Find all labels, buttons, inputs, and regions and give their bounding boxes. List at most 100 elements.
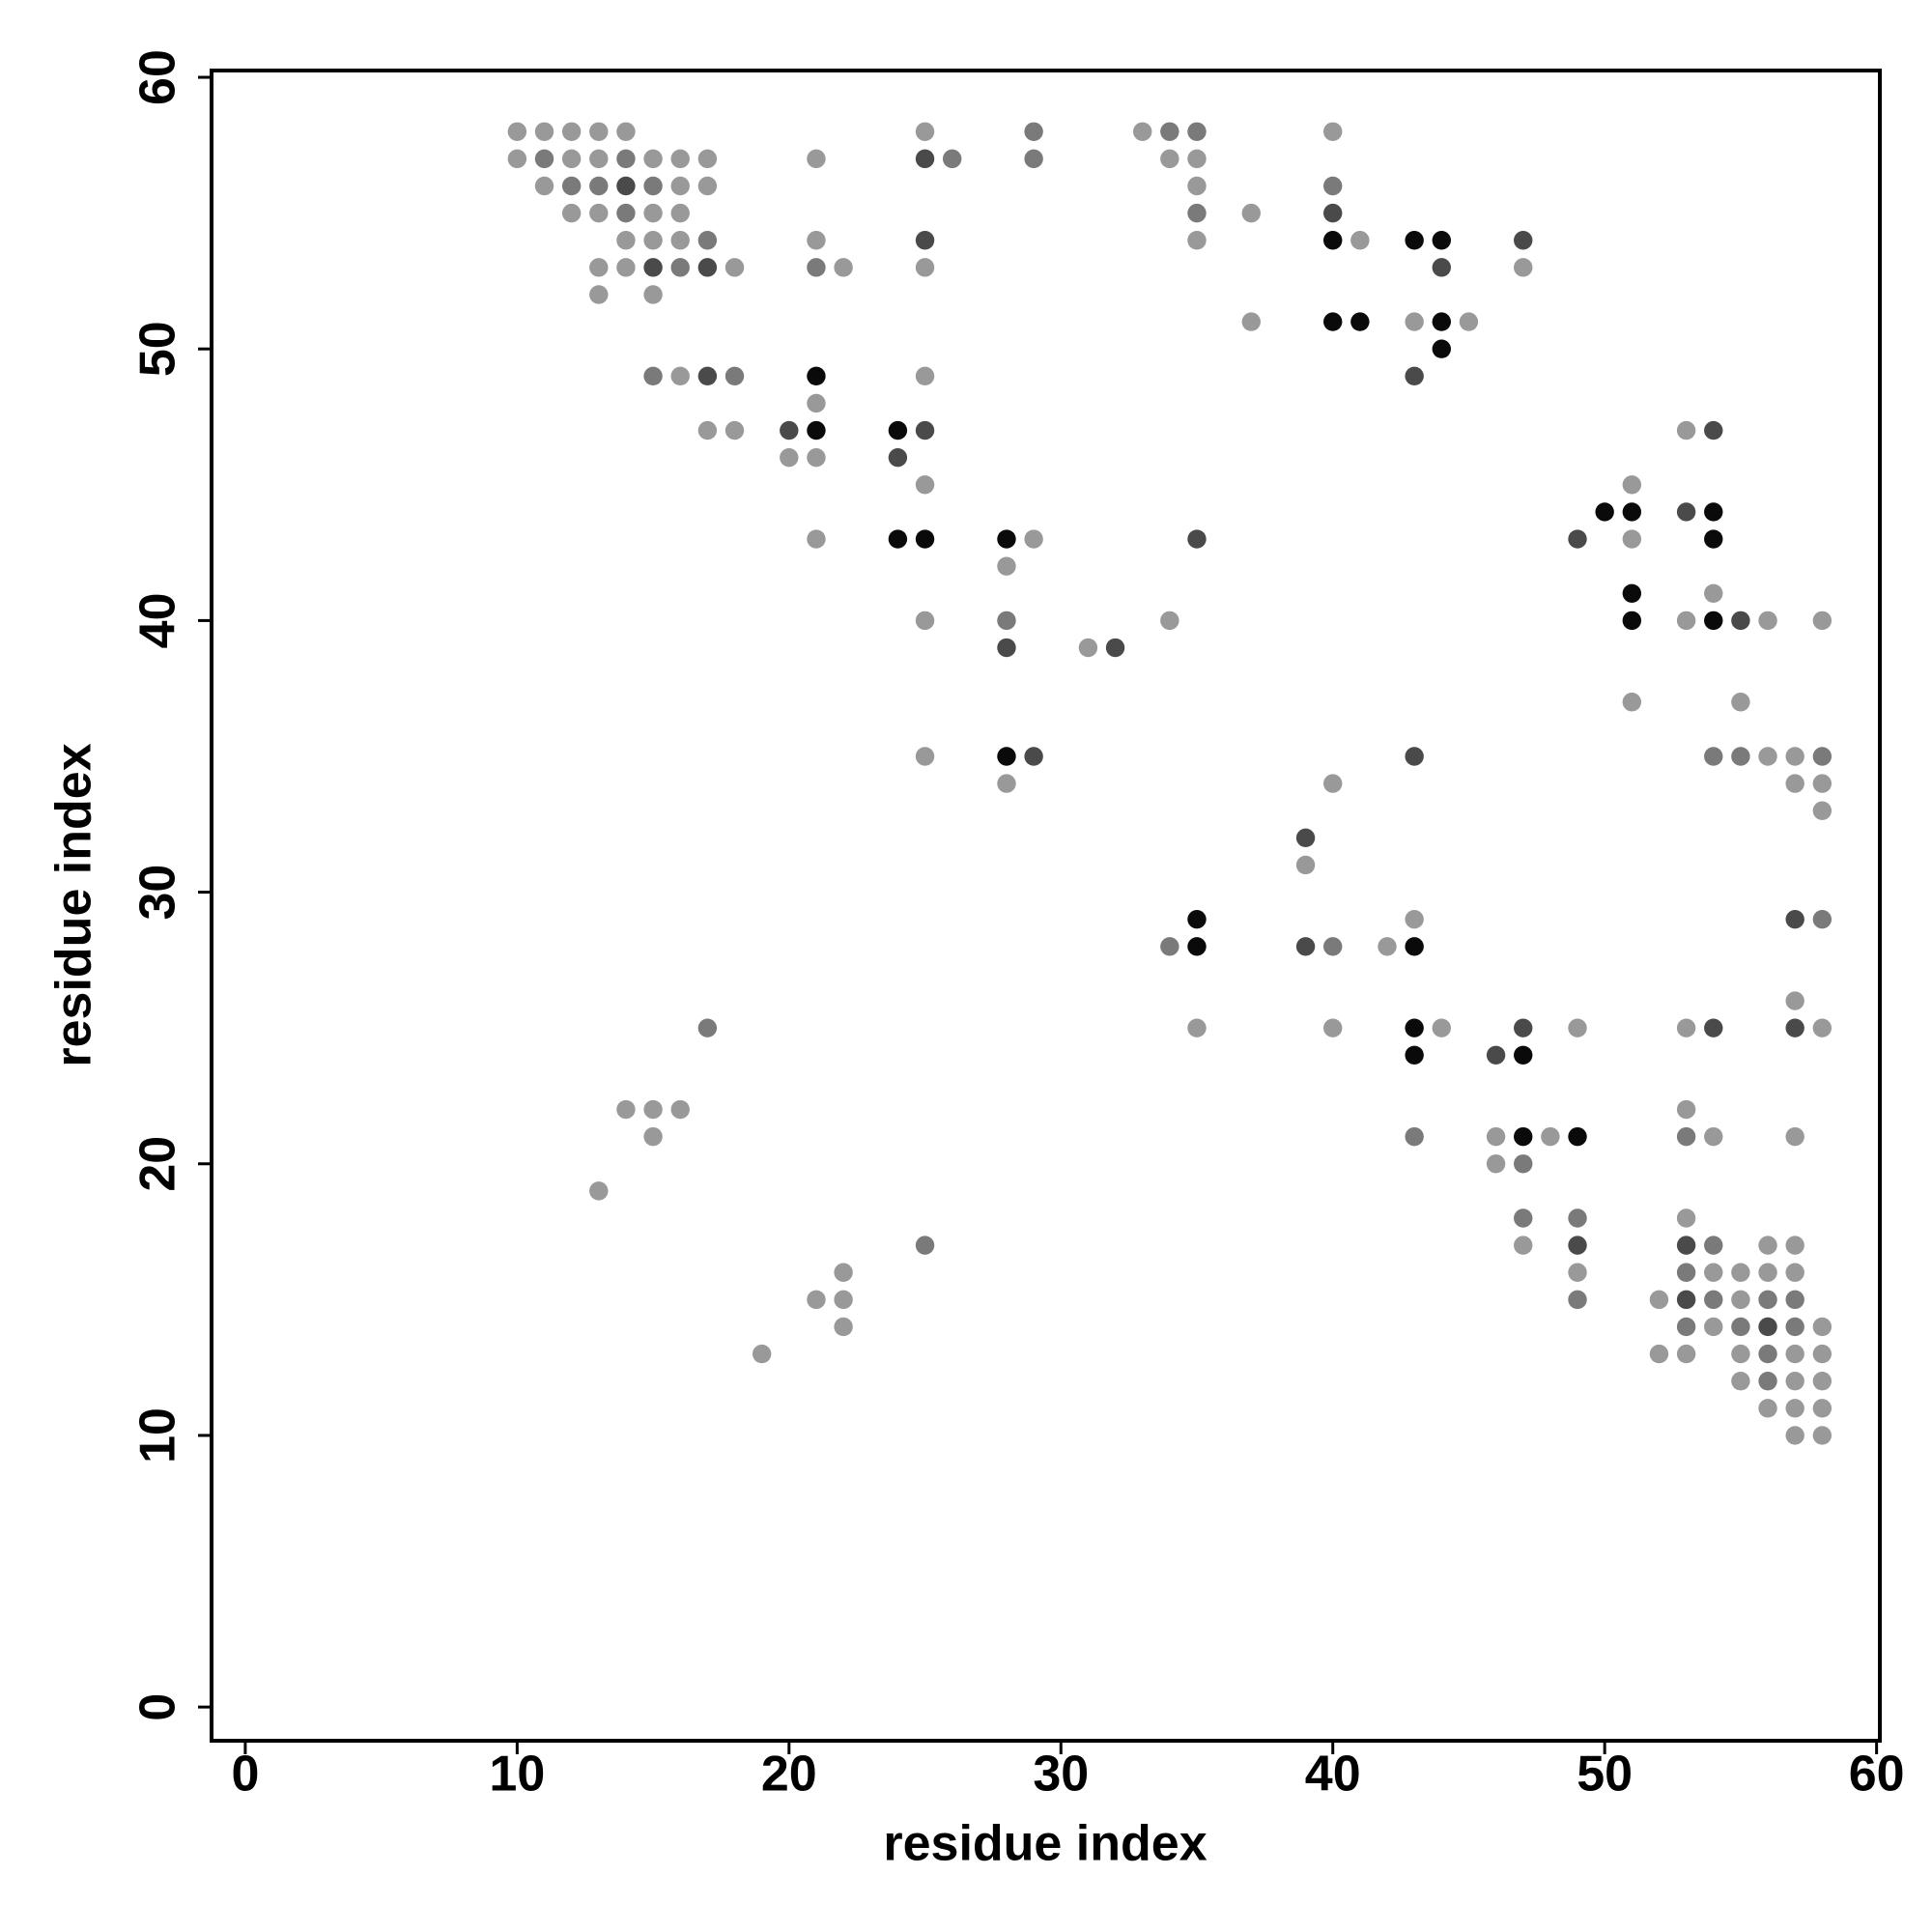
contact-point — [1704, 611, 1723, 631]
contact-point — [534, 122, 554, 141]
contact-point — [1676, 1344, 1696, 1364]
contact-point — [1785, 1263, 1804, 1282]
contact-point — [1514, 231, 1533, 250]
contact-point — [1812, 1399, 1833, 1418]
contact-point — [1405, 366, 1424, 386]
contact-point — [997, 611, 1016, 631]
contact-point — [561, 149, 582, 169]
contact-point — [616, 1099, 636, 1120]
contact-point — [752, 1344, 772, 1364]
contact-point — [1785, 1426, 1804, 1445]
contact-point — [1187, 909, 1207, 929]
contact-point — [616, 149, 636, 169]
contact-point — [834, 1263, 853, 1282]
contact-point — [697, 149, 718, 169]
contact-point — [1812, 1426, 1833, 1445]
contact-point — [1676, 420, 1696, 440]
contact-point — [697, 366, 718, 386]
contact-point — [1568, 1018, 1587, 1037]
contact-point — [1812, 774, 1833, 793]
contact-point — [1132, 122, 1152, 141]
contact-point — [1568, 1126, 1587, 1147]
contact-point — [697, 420, 718, 440]
contact-point — [1758, 1263, 1777, 1282]
contact-point — [888, 447, 908, 468]
contact-point — [1514, 1208, 1533, 1228]
contact-point — [1568, 1263, 1587, 1282]
contact-point — [1024, 149, 1043, 169]
contact-point — [1731, 693, 1750, 712]
contact-point — [1405, 937, 1424, 956]
x-tick-label: 30 — [1033, 1747, 1089, 1803]
contact-point — [670, 203, 690, 223]
contact-point — [1187, 231, 1207, 250]
x-tick-label: 50 — [1577, 1747, 1633, 1803]
contact-point — [1323, 176, 1343, 196]
contact-point — [997, 529, 1016, 549]
contact-point — [807, 420, 826, 440]
contact-point — [697, 231, 718, 250]
contact-point — [1731, 1290, 1750, 1310]
contact-point — [1704, 1263, 1723, 1282]
contact-point — [1731, 1372, 1750, 1391]
contact-point — [643, 1126, 663, 1147]
contact-point — [1514, 258, 1533, 277]
contact-point — [670, 231, 690, 250]
contact-point — [1514, 1045, 1533, 1065]
contact-point — [997, 747, 1016, 766]
contact-point — [888, 420, 908, 440]
contact-point — [915, 258, 935, 277]
contact-point — [1568, 1290, 1587, 1310]
contact-point — [1785, 1372, 1804, 1391]
contact-point — [670, 1099, 690, 1120]
y-tick-label: 40 — [130, 592, 186, 648]
contact-point — [1785, 1344, 1804, 1364]
contact-point — [643, 1099, 663, 1120]
contact-point — [1405, 1018, 1424, 1037]
contact-point — [1785, 1018, 1804, 1037]
contact-point — [1812, 1372, 1833, 1391]
contact-point — [1187, 122, 1207, 141]
contact-point — [915, 149, 935, 169]
contact-point — [1486, 1154, 1506, 1174]
contact-point — [1432, 258, 1451, 277]
contact-point — [1785, 991, 1804, 1010]
contact-point — [1758, 747, 1777, 766]
contact-point — [507, 149, 527, 169]
contact-point — [1622, 693, 1642, 712]
contact-point — [915, 611, 935, 631]
contact-point — [1323, 231, 1343, 250]
contact-point — [997, 638, 1016, 658]
contact-point — [780, 420, 799, 440]
contact-point — [1785, 747, 1804, 766]
contact-point — [1785, 1317, 1804, 1337]
contact-point — [1160, 122, 1179, 141]
contact-point — [1676, 502, 1696, 522]
contact-point — [1812, 1344, 1833, 1364]
contact-point — [1731, 611, 1750, 631]
contact-point — [1622, 583, 1642, 603]
contact-point — [1514, 1018, 1533, 1037]
contact-point — [1432, 312, 1451, 331]
contact-point — [807, 529, 826, 549]
contact-point — [534, 176, 554, 196]
contact-point — [1785, 909, 1804, 929]
contact-point — [1160, 937, 1179, 956]
contact-point — [1676, 1126, 1696, 1147]
contact-point — [670, 176, 690, 196]
contact-point — [1812, 1317, 1833, 1337]
contact-point — [807, 447, 826, 468]
contact-point — [1758, 1372, 1777, 1391]
x-axis-label: residue index — [883, 1816, 1207, 1872]
contact-point — [1405, 312, 1424, 331]
plot-frame — [210, 69, 1882, 1743]
contact-point — [1514, 1126, 1533, 1147]
contact-point — [1105, 638, 1125, 658]
contact-point — [1187, 203, 1207, 223]
contact-point — [1323, 312, 1343, 331]
contact-point — [1323, 937, 1343, 956]
contact-point — [915, 1236, 935, 1255]
y-axis-label: residue index — [46, 743, 102, 1066]
